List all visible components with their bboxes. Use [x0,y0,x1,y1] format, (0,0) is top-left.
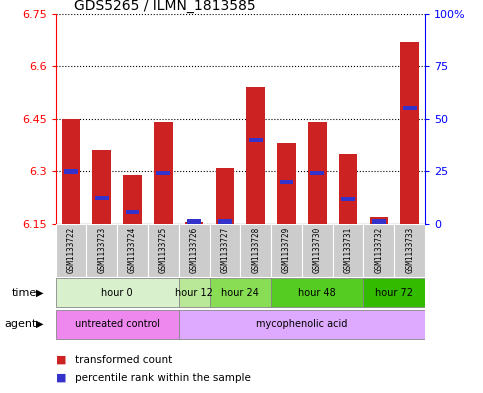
Text: agent: agent [5,319,37,329]
Bar [302,224,333,277]
Bar [86,224,117,277]
Bar [364,224,394,277]
Text: GSM1133731: GSM1133731 [343,226,353,273]
Text: GSM1133725: GSM1133725 [159,226,168,273]
Bar [339,154,357,224]
Bar [246,87,265,224]
Bar [156,171,170,175]
Text: GSM1133722: GSM1133722 [67,226,75,273]
Text: ■: ■ [56,354,66,365]
Bar [92,151,111,224]
Bar [271,224,302,277]
Bar [126,209,140,214]
Bar [64,169,78,174]
Text: GSM1133726: GSM1133726 [190,226,199,273]
Bar [240,224,271,277]
Text: GSM1133729: GSM1133729 [282,226,291,273]
Bar [333,224,364,277]
Bar [369,217,388,224]
Bar [271,278,364,307]
Bar [179,224,210,277]
Text: percentile rank within the sample: percentile rank within the sample [75,373,251,383]
Text: time: time [12,288,37,298]
Bar [400,42,419,224]
Bar [210,278,271,307]
Text: ▶: ▶ [36,319,44,329]
Bar [56,224,86,277]
Text: GSM1133724: GSM1133724 [128,226,137,273]
Text: hour 48: hour 48 [298,288,336,298]
Bar [148,224,179,277]
Bar [154,122,172,224]
Bar [394,224,425,277]
Text: hour 12: hour 12 [175,288,213,298]
Text: ▶: ▶ [36,288,44,298]
Bar [277,143,296,224]
Bar [280,180,293,184]
Text: GSM1133730: GSM1133730 [313,226,322,273]
Text: ■: ■ [56,373,66,383]
Text: GSM1133728: GSM1133728 [251,226,260,273]
Text: hour 72: hour 72 [375,288,413,298]
Bar [403,106,416,110]
Bar [364,278,425,307]
Bar [218,219,232,224]
Bar [187,219,201,224]
Bar [210,224,240,277]
Bar [95,196,109,200]
Text: GSM1133732: GSM1133732 [374,226,384,273]
Bar [179,278,210,307]
Bar [56,310,179,339]
Bar [372,219,386,224]
Text: untreated control: untreated control [75,319,159,329]
Text: GSM1133733: GSM1133733 [405,226,414,273]
Bar [311,171,324,175]
Text: GSM1133723: GSM1133723 [97,226,106,273]
Bar [341,196,355,201]
Text: transformed count: transformed count [75,354,172,365]
Bar [123,175,142,224]
Bar [185,222,203,224]
Bar [179,310,425,339]
Text: GSM1133727: GSM1133727 [220,226,229,273]
Bar [215,168,234,224]
Bar [117,224,148,277]
Bar [56,278,179,307]
Bar [249,138,263,142]
Bar [308,122,327,224]
Text: GDS5265 / ILMN_1813585: GDS5265 / ILMN_1813585 [74,0,256,13]
Text: hour 24: hour 24 [221,288,259,298]
Bar [62,119,80,224]
Text: mycophenolic acid: mycophenolic acid [256,319,348,329]
Text: hour 0: hour 0 [101,288,133,298]
